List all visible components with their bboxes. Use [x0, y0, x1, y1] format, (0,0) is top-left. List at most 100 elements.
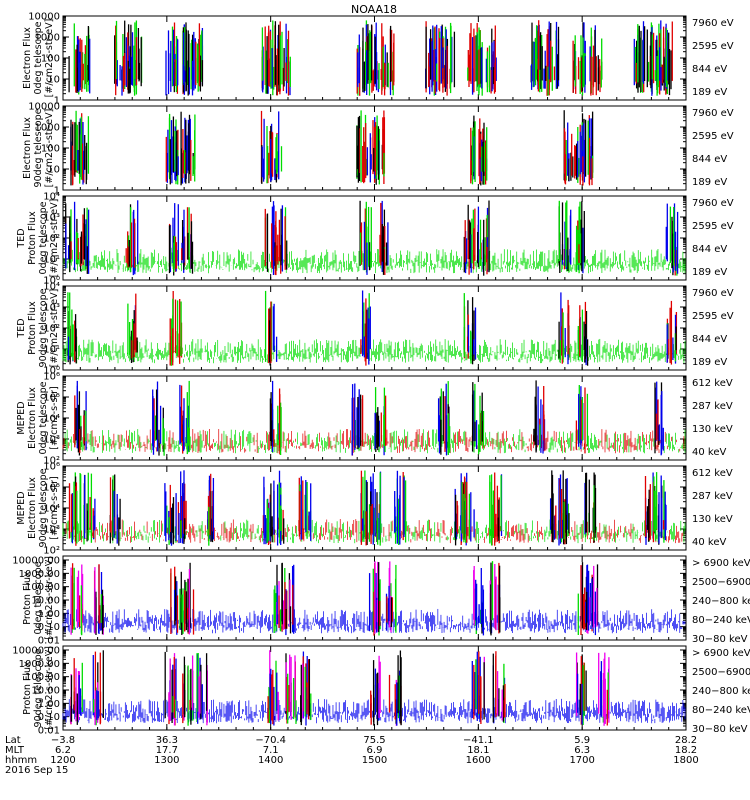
burst-1600 [471, 382, 485, 455]
y-tick-label: 10² [43, 456, 60, 467]
burst-1645 [549, 470, 563, 546]
burst-1703 [581, 111, 594, 186]
legend-entry: 80−240 keV [692, 615, 750, 626]
burst-1230 [109, 474, 121, 546]
y-tick-label: 1000 [35, 33, 60, 44]
burst-1358 [262, 476, 273, 545]
burst-1607 [488, 25, 497, 94]
burst-1555 [463, 293, 477, 365]
burst-1745 [654, 475, 667, 545]
y-tick-label: 10³ [43, 303, 60, 314]
burst-1455 [360, 290, 371, 366]
y-tick-label: 10³ [43, 525, 60, 536]
legend-entry: 240−800 keV [692, 596, 750, 607]
burst-1313 [183, 114, 196, 184]
y-tick-label: 10⁴ [43, 192, 60, 203]
legend-entry: 287 keV [692, 491, 733, 502]
burst-1302 [164, 483, 177, 546]
burst-1752 [665, 203, 679, 276]
burst-1242 [131, 20, 143, 96]
legend-entry: 2595 eV [692, 221, 734, 232]
burst-1400 [264, 290, 278, 366]
burst-1210 [74, 380, 87, 456]
burst-1650 [560, 470, 570, 545]
burst-1603 [478, 122, 488, 185]
burst-1650 [558, 292, 570, 365]
legend-entry: 189 eV [692, 177, 727, 188]
burst-1458 [365, 22, 377, 96]
legend-entry: 2595 eV [692, 131, 734, 142]
burst-1310 [177, 470, 187, 544]
burst-1420 [298, 476, 312, 541]
y-tick-label: 10000 [28, 102, 60, 113]
burst-1403 [270, 111, 283, 183]
burst-1408 [278, 23, 291, 96]
legend-entry: 130 keV [692, 424, 733, 435]
y-axis-label: TEDProton Flux90deg telescope[#/cm2-s-st… [16, 288, 60, 367]
burst-1700 [577, 301, 589, 366]
y-tick-label: 10¹ [43, 345, 60, 356]
burst-1733 [633, 24, 644, 93]
burst-1503 [373, 110, 386, 185]
legend-entry: 2500−6900 [692, 577, 750, 588]
y-tick-label: 1000.00 [19, 569, 60, 580]
legend-entry: 40 keV [692, 447, 726, 458]
burst-1405 [273, 470, 285, 546]
burst-1745 [654, 381, 664, 456]
burst-1310 [179, 380, 190, 455]
burst-1455 [359, 200, 372, 275]
burst-1453 [356, 110, 369, 184]
burst-1205 [67, 292, 78, 365]
burst-1700 [575, 201, 585, 274]
y-tick-label: 10 [47, 165, 60, 176]
legend-entry: 130 keV [692, 514, 733, 525]
legend-entry: 844 eV [692, 244, 727, 255]
burst-1207 [68, 472, 82, 546]
legend-entry: 844 eV [692, 64, 727, 75]
burst-1653 [563, 110, 576, 185]
legend-entry: 844 eV [692, 154, 727, 165]
y-axis-label: Electron Flux0deg telescope[#/cm2-s-str-… [22, 19, 55, 98]
burst-1500 [368, 471, 382, 546]
y-tick-label: 1 [54, 96, 60, 107]
burst-1543 [442, 22, 456, 96]
y-tick-label: 10.00 [31, 596, 60, 607]
y-tick-label: 100 [41, 144, 60, 155]
burst-1705 [584, 472, 597, 543]
figure-title: NOAA18 [351, 3, 397, 16]
panel-meped-p-0: 0.01 0.10 1.00 10.00 100.00 1000.00 10000.00Pr… [12, 555, 750, 647]
burst-1212 [78, 26, 91, 95]
burst-1602 [476, 30, 489, 96]
burst-1308 [174, 111, 187, 186]
burst-1305 [169, 291, 183, 366]
y-axis-label: MEPEDElectron Flux90deg telescope[#/cm2-… [16, 468, 60, 547]
y-tick-label: 10⁵ [43, 483, 60, 494]
y-tick-label: 100 [41, 54, 60, 65]
legend-entry: 287 keV [692, 401, 733, 412]
y-tick-label: 10⁵ [43, 393, 60, 404]
legend-entry: 189 eV [692, 87, 727, 98]
legend-entry: 30−80 keV [692, 634, 748, 645]
legend-entry: 7960 eV [692, 108, 734, 119]
burst-1406 [274, 205, 288, 276]
legend-entry: > 6900 keV [692, 558, 750, 569]
y-tick-label: 10⁴ [43, 414, 60, 425]
legend-entry: 2595 eV [692, 311, 734, 322]
y-tick-label: 10³ [43, 435, 60, 446]
burst-1708 [590, 25, 603, 96]
legend-entry: 7960 eV [692, 288, 734, 299]
burst-1752 [666, 300, 678, 365]
burst-1643 [547, 21, 560, 96]
y-tick-label: 10 [47, 75, 60, 86]
y-tick-label: 0.01 [38, 636, 60, 647]
burst-1303 [165, 113, 179, 185]
y-axis-label: Proton Flux0deg telescope[#/cm2-s-str-ke… [22, 556, 55, 640]
y-tick-label: 10000 [28, 12, 60, 23]
burst-1749 [660, 21, 673, 96]
legend-entry: 189 eV [692, 267, 727, 278]
